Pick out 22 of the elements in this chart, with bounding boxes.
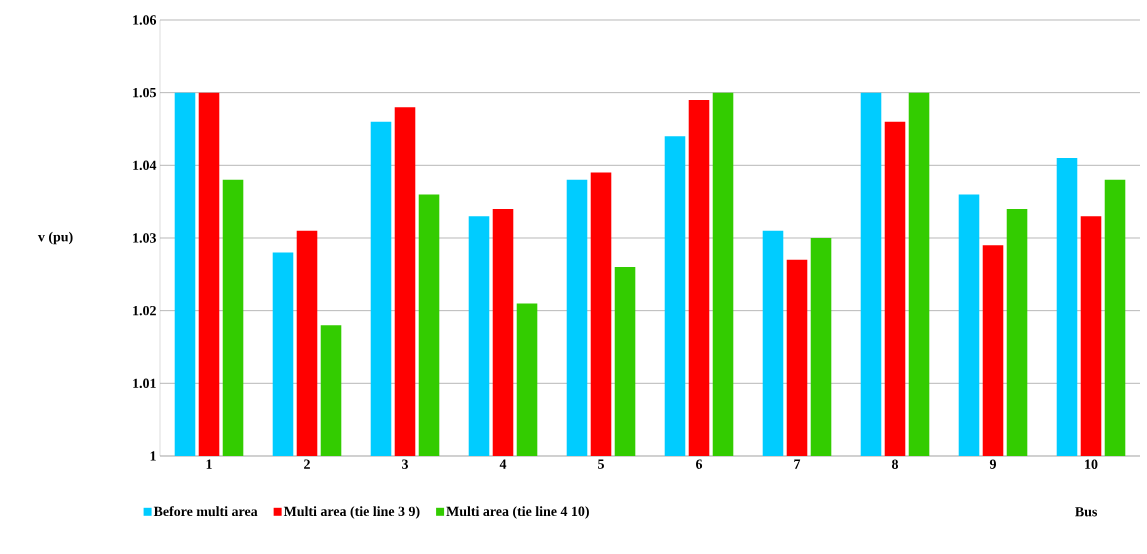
x-tick-label: 6 bbox=[696, 459, 703, 469]
x-tick-label: 2 bbox=[304, 459, 310, 469]
y-tick-label: 1.04 bbox=[133, 160, 157, 171]
y-tick-label: 1.03 bbox=[133, 233, 157, 243]
x-tick-label: 1 bbox=[206, 459, 212, 469]
x-tick-label: 8 bbox=[891, 459, 899, 469]
x-tick-label: 9 bbox=[989, 459, 996, 469]
x-tick-label: 4 bbox=[499, 459, 507, 469]
y-axis-title: v (pu) bbox=[37, 231, 73, 245]
x-axis-title: Bus bbox=[1075, 507, 1098, 517]
y-tick-label: 1.02 bbox=[133, 305, 156, 316]
y-tick-label: 1.06 bbox=[133, 15, 157, 25]
legend-label: Multi area (tie line 4 10) bbox=[446, 506, 589, 519]
legend-label: Before multi area bbox=[153, 506, 258, 517]
y-tick-label: 1.05 bbox=[133, 87, 156, 98]
x-tick-label: 3 bbox=[402, 459, 409, 469]
x-tick-label: 5 bbox=[598, 459, 604, 469]
x-tick-label: 10 bbox=[1085, 459, 1098, 469]
y-tick-label: 1.01 bbox=[133, 378, 156, 389]
x-tick-label: 7 bbox=[794, 459, 801, 469]
legend-label: Multi area (tie line 3 9) bbox=[283, 506, 420, 519]
y-tick-label: 1 bbox=[150, 451, 156, 461]
